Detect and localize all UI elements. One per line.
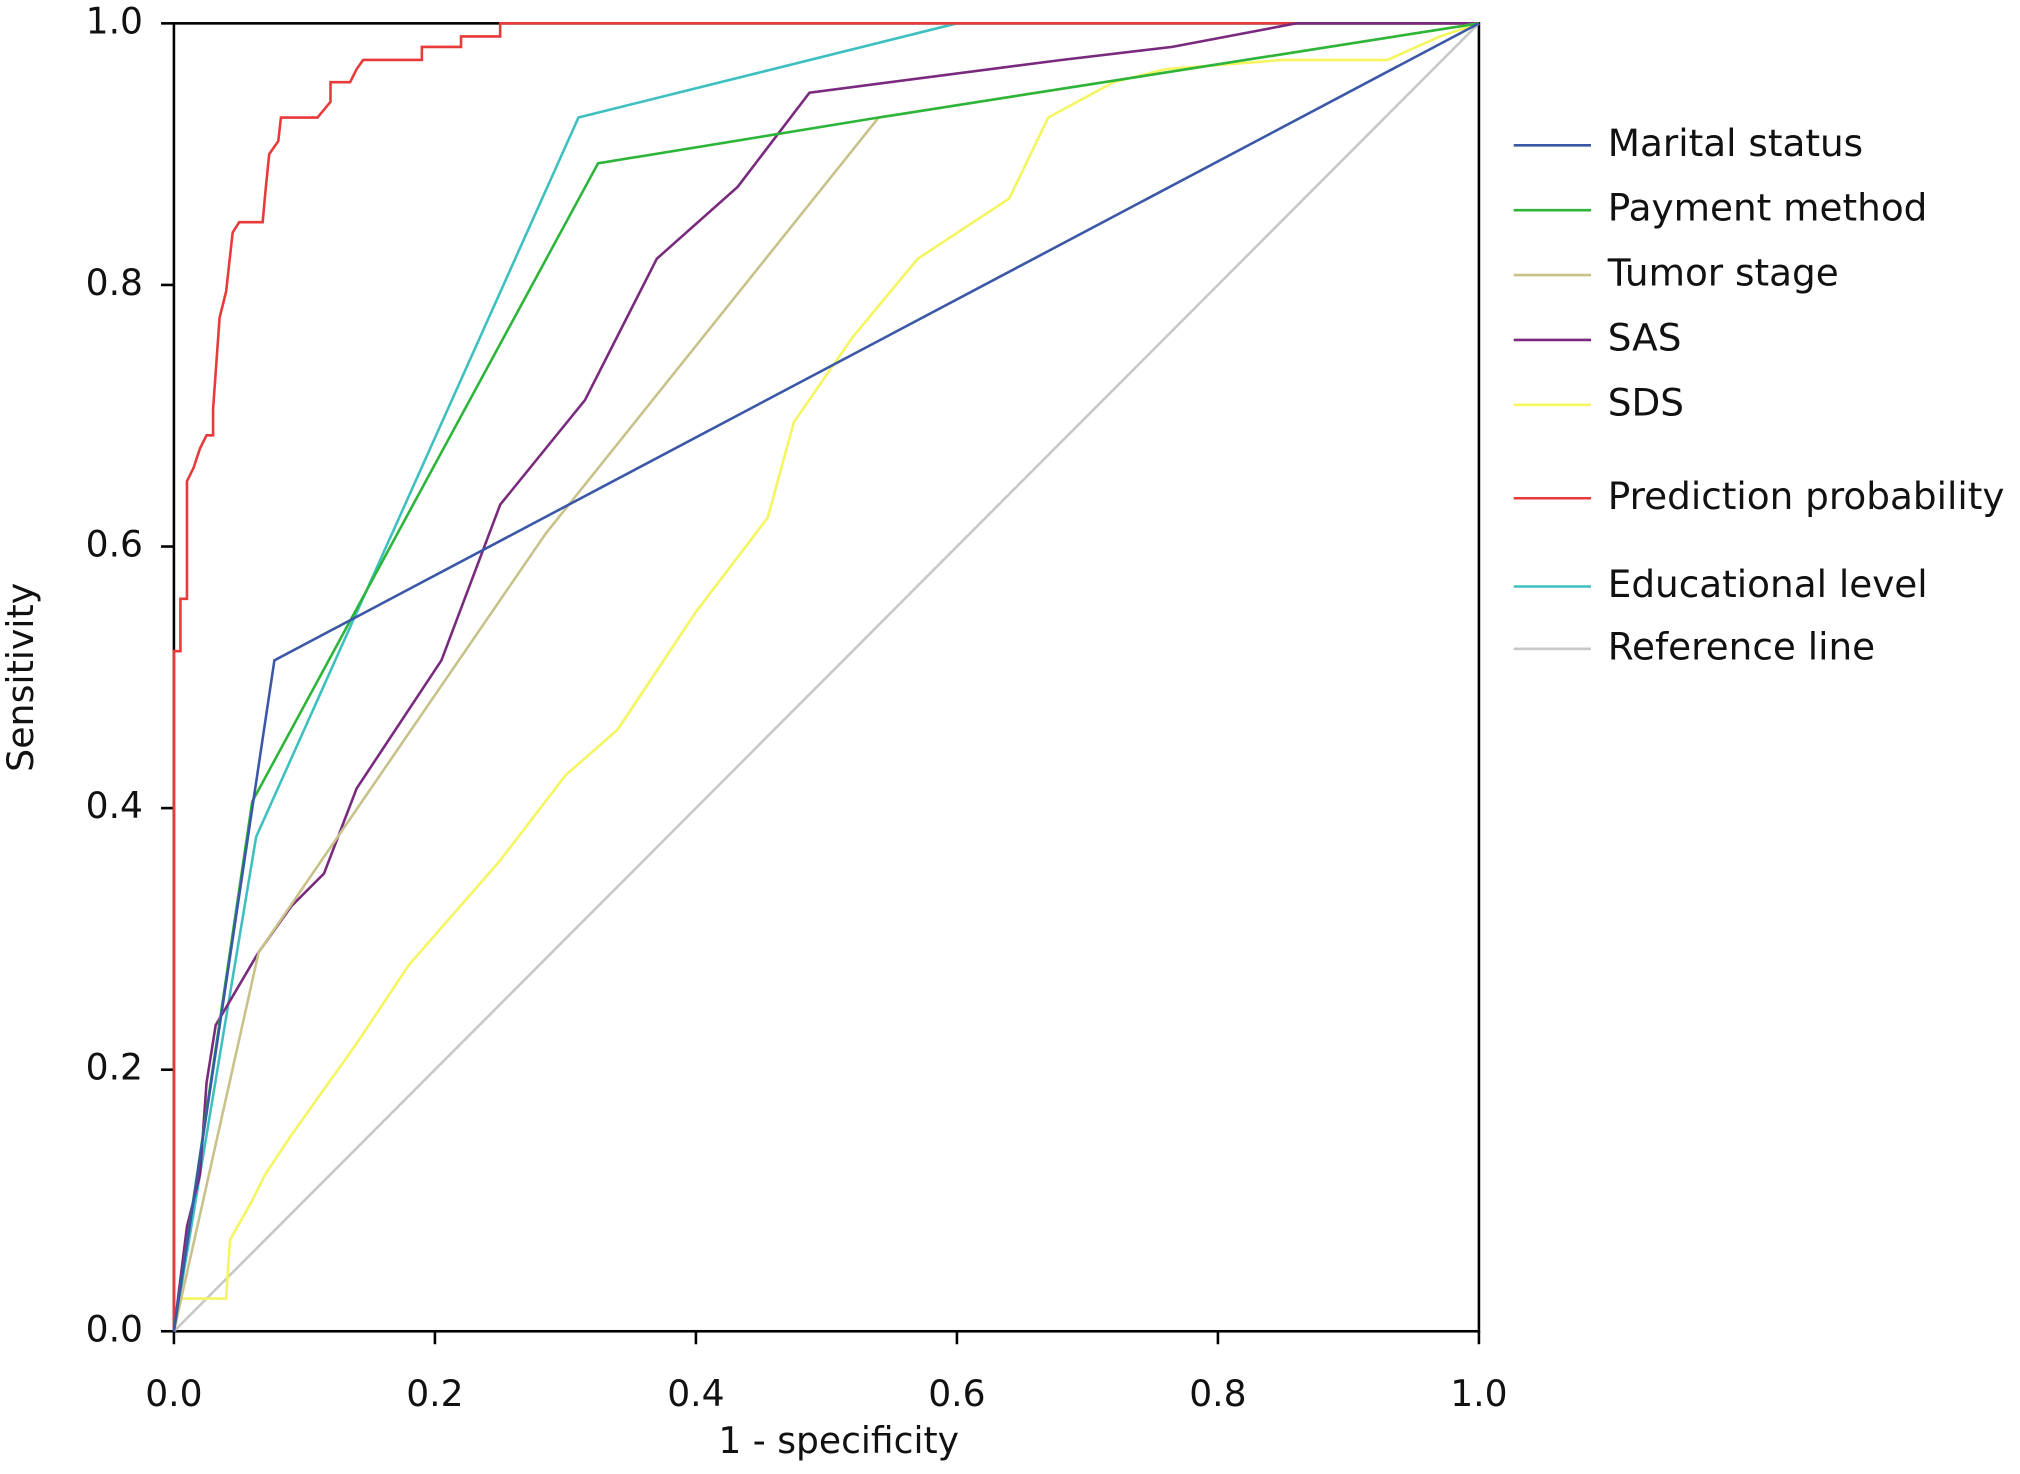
legend-label: Payment method <box>1608 186 1928 230</box>
x-tick-label: 0.8 <box>1189 1372 1246 1415</box>
x-tick-label: 0.4 <box>667 1372 724 1415</box>
y-tick-label: 0.4 <box>86 784 143 827</box>
roc-curve <box>172 22 1480 1332</box>
x-axis-label: 1 - specificity <box>718 1419 959 1462</box>
roc-curve <box>172 22 1480 1332</box>
y-tick-label: 0.0 <box>86 1307 143 1350</box>
legend-label: Marital status <box>1608 121 1863 165</box>
legend-label: Educational level <box>1608 562 1928 606</box>
roc-curve <box>172 22 1479 1332</box>
y-tick-label: 0.8 <box>86 261 143 304</box>
legend-label: SDS <box>1608 380 1684 424</box>
roc-curve <box>172 22 1479 1332</box>
y-axis-label: Sensitivity <box>0 583 42 772</box>
x-tick-label: 0.6 <box>928 1372 985 1415</box>
x-tick-label: 0.0 <box>145 1372 202 1415</box>
legend-label: Reference line <box>1608 624 1875 668</box>
x-tick-label: 1.0 <box>1450 1372 1507 1415</box>
legend-label: Prediction probability <box>1608 474 2005 518</box>
y-tick-label: 0.2 <box>86 1046 143 1089</box>
y-tick-label: 1.0 <box>86 0 143 42</box>
x-tick-label: 0.2 <box>406 1372 463 1415</box>
legend-label: Tumor stage <box>1607 250 1839 294</box>
y-tick-label: 0.6 <box>86 522 143 565</box>
legend-label: SAS <box>1608 315 1682 359</box>
roc-curve <box>173 22 1480 1333</box>
